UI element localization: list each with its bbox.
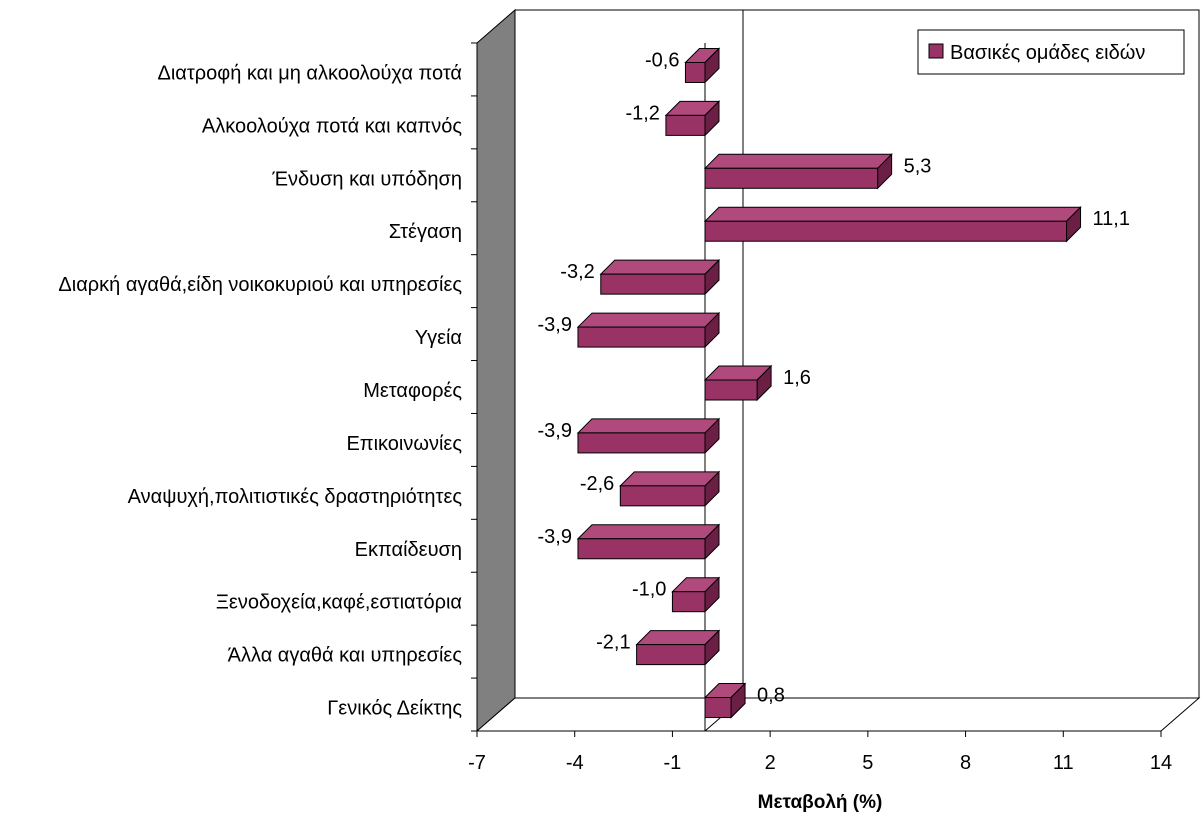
chart-side-wall <box>476 8 516 733</box>
x-tick-label: -7 <box>468 752 486 774</box>
value-labels: -0,6 -1,2 5,3 11,1 -3,2 -3,9 1,6 -3,9 -2,6 -3,9 -1… <box>538 49 1130 706</box>
bar <box>704 167 879 189</box>
x-tick-label: -4 <box>566 752 584 774</box>
category-label: Αλκοολούχα ποτά και καπνός <box>202 115 462 137</box>
chart-back-wall <box>514 9 1200 699</box>
category-labels: Διατροφή και μη αλκοολούχα ποτά Αλκοολούχ… <box>58 62 462 719</box>
legend-box <box>917 29 1185 75</box>
bar-top-face <box>576 312 721 328</box>
value-label: -1,2 <box>625 102 659 124</box>
x-tick-label: -1 <box>664 752 682 774</box>
value-label: -1,0 <box>632 579 666 601</box>
value-label: -3,2 <box>560 261 594 283</box>
legend: Βασικές ομάδες ειδών <box>917 29 1185 75</box>
category-label: Διατροφή και μη αλκοολούχα ποτά <box>158 62 463 84</box>
value-label: -3,9 <box>538 314 572 336</box>
x-tick-label: 5 <box>862 752 873 774</box>
category-label: Γενικός Δείκτης <box>327 698 462 720</box>
y-axis-ticks <box>471 42 477 732</box>
bar <box>577 432 706 454</box>
chart-floor <box>475 697 1201 732</box>
value-label: 0,8 <box>757 685 785 707</box>
category-label: Αναψυχή,πολιτιστικές δραστηριότητες <box>128 486 463 508</box>
bar-top-face <box>703 153 893 169</box>
value-label: 11,1 <box>1093 208 1130 230</box>
category-label: Υγεία <box>415 327 462 349</box>
value-label: -3,9 <box>538 526 572 548</box>
x-axis-title: Μεταβολή (%) <box>758 792 883 813</box>
bar <box>665 114 706 136</box>
x-tick-label: 8 <box>960 752 971 774</box>
category-label: Διαρκή αγαθά,είδη νοικοκυριού και υπηρεσ… <box>58 274 462 296</box>
bar <box>619 485 706 507</box>
bar <box>704 379 758 401</box>
x-tick-label: 14 <box>1150 752 1172 774</box>
category-label: Ξενοδοχεία,καφέ,εστιατόρια <box>216 592 462 614</box>
bar <box>600 273 706 295</box>
value-label: 1,6 <box>783 367 811 389</box>
category-label: Άλλα αγαθά και υπηρεσίες <box>228 645 463 667</box>
bar <box>577 538 706 560</box>
value-label: -2,1 <box>596 632 630 654</box>
x-tick-label: 2 <box>765 752 776 774</box>
category-label: Στέγαση <box>389 221 462 243</box>
bar <box>577 326 706 348</box>
value-label: -3,9 <box>538 420 572 442</box>
bar-top-face <box>599 259 721 275</box>
bar <box>636 644 706 666</box>
bar <box>704 220 1068 242</box>
x-axis: -7 -4 -1 2 5 8 11 14 <box>468 731 1172 774</box>
bar-top-face <box>576 418 721 434</box>
bar-top-face <box>576 524 721 540</box>
category-label: Επικοινωνίες <box>346 433 462 455</box>
bar <box>671 591 706 613</box>
bar-top-face <box>703 206 1082 222</box>
category-label: Μεταφορές <box>363 380 462 402</box>
bars <box>576 47 1082 719</box>
value-label: 5,3 <box>904 155 932 177</box>
bar <box>704 697 732 719</box>
bar <box>684 61 706 83</box>
x-tick-label: 11 <box>1053 752 1074 774</box>
bar-top-face <box>619 471 721 487</box>
value-label: -2,6 <box>580 473 614 495</box>
category-label: Εκπαίδευση <box>355 539 462 561</box>
legend-swatch <box>928 43 944 59</box>
legend-label: Βασικές ομάδες ειδών <box>950 42 1145 64</box>
value-label: -0,6 <box>645 49 679 71</box>
category-label: Ένδυση και υπόδηση <box>271 168 462 190</box>
